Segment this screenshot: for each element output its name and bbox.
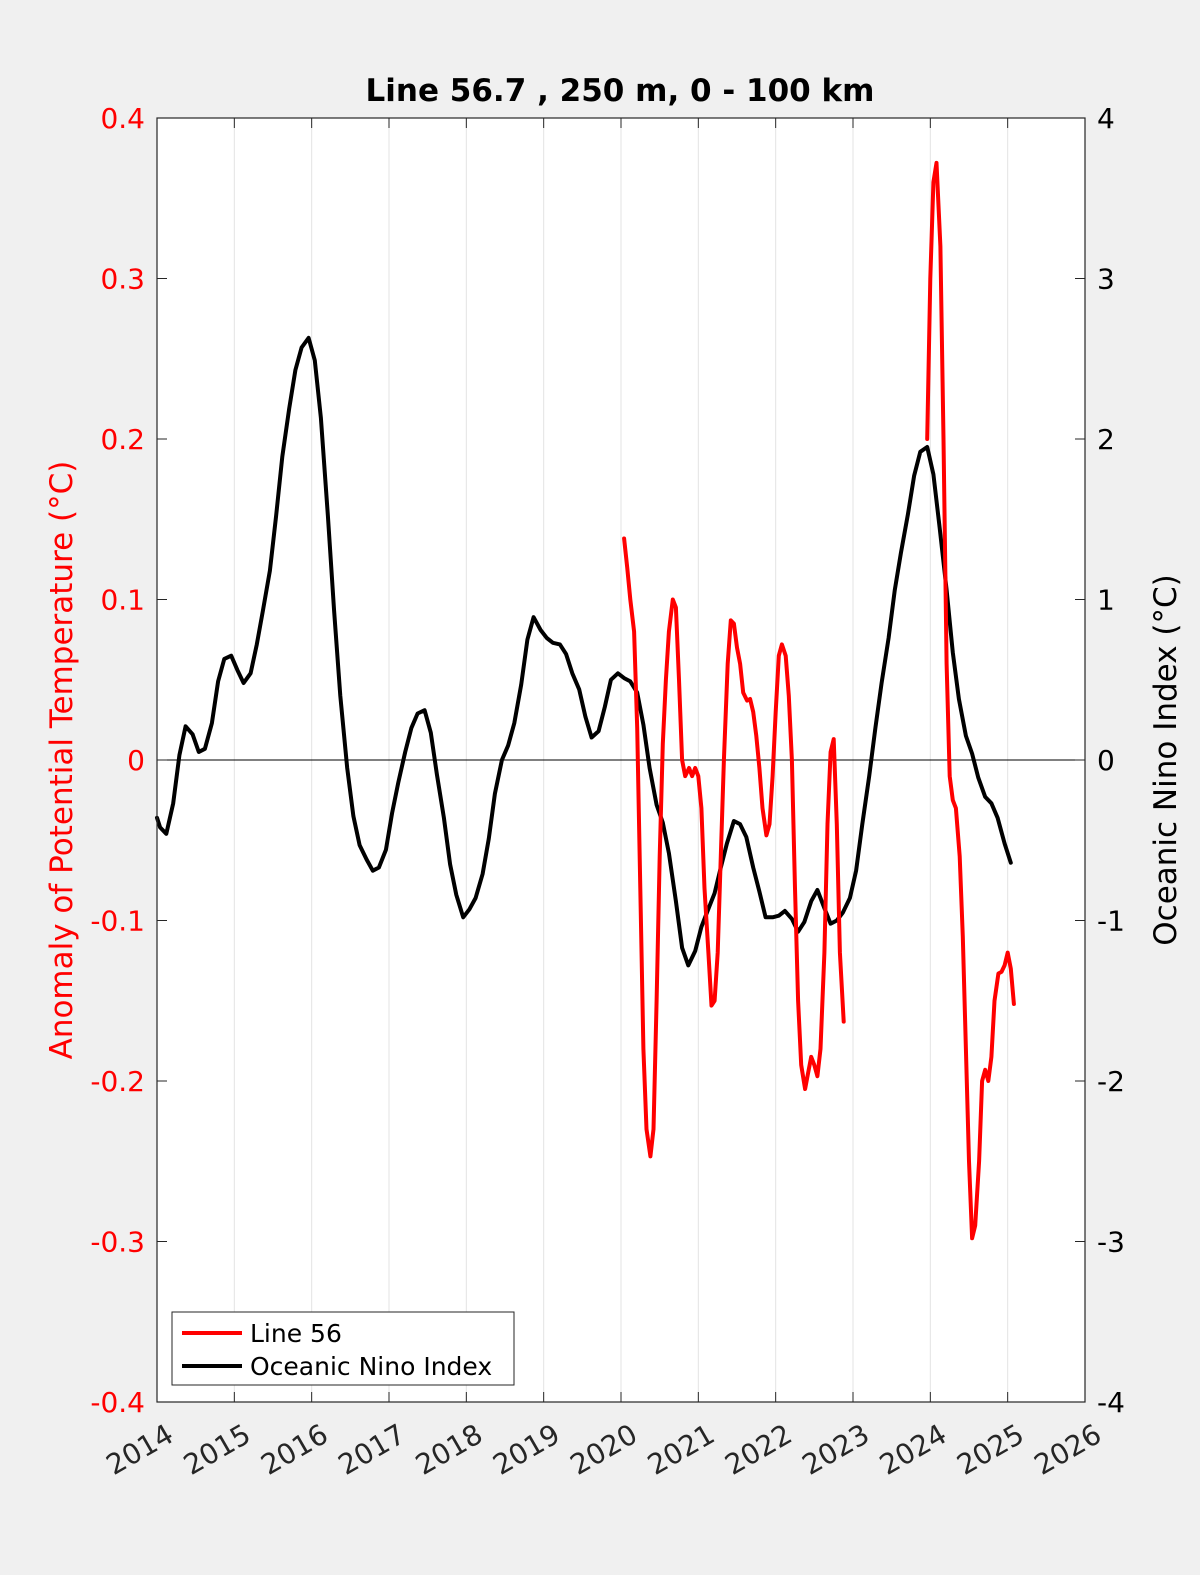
right-tick-label-5: 1 bbox=[1097, 584, 1115, 617]
left-tick-label-1: -0.3 bbox=[90, 1226, 145, 1259]
left-tick-label-0: -0.4 bbox=[90, 1386, 145, 1419]
series-line-oceanic-nino-index-0 bbox=[155, 335, 1013, 968]
right-tick-label-1: -3 bbox=[1097, 1226, 1125, 1259]
right-tick-label-3: -1 bbox=[1097, 905, 1125, 938]
right-tick-label-6: 2 bbox=[1097, 423, 1115, 456]
x-tick-label-2019: 2019 bbox=[487, 1417, 565, 1481]
x-tick-label-2014: 2014 bbox=[101, 1417, 179, 1481]
legend-box bbox=[171, 1311, 515, 1386]
right-tick-label-7: 3 bbox=[1097, 263, 1115, 296]
legend-label-oni: Oceanic Nino Index bbox=[250, 1352, 492, 1381]
series-layer bbox=[155, 160, 1016, 1241]
legend: Line 56 Oceanic Nino Index bbox=[171, 1311, 515, 1386]
x-tick-label-2022: 2022 bbox=[719, 1417, 797, 1481]
x-tick-label-2025: 2025 bbox=[951, 1417, 1029, 1481]
left-axis: -0.4 -0.3 -0.2 -0.1 0 0.1 0.2 0.3 0.4 bbox=[90, 102, 167, 1419]
left-tick-label-3: -0.1 bbox=[90, 905, 145, 938]
x-tick-label-2016: 2016 bbox=[255, 1417, 333, 1481]
left-tick-label-2: -0.2 bbox=[90, 1065, 145, 1098]
x-tick-label-2015: 2015 bbox=[178, 1417, 256, 1481]
x-tick-label-2023: 2023 bbox=[797, 1417, 875, 1481]
right-tick-label-8: 4 bbox=[1097, 102, 1115, 135]
left-tick-label-6: 0.2 bbox=[100, 423, 145, 456]
right-axis-label: Oceanic Nino Index (°C) bbox=[1148, 574, 1184, 945]
left-tick-label-5: 0.1 bbox=[100, 584, 145, 617]
chart-title: Line 56.7 , 250 m, 0 - 100 km bbox=[366, 73, 875, 109]
left-tick-label-4: 0 bbox=[127, 744, 145, 777]
x-tick-label-2021: 2021 bbox=[642, 1417, 720, 1481]
right-tick-label-2: -2 bbox=[1097, 1065, 1125, 1098]
x-tick-label-2026: 2026 bbox=[1029, 1417, 1107, 1481]
left-tick-label-8: 0.4 bbox=[100, 102, 145, 135]
x-tick-label-2020: 2020 bbox=[565, 1417, 643, 1481]
x-tick-label-2017: 2017 bbox=[333, 1417, 411, 1481]
series-line-line-56-1 bbox=[925, 160, 1016, 1241]
right-tick-label-0: -4 bbox=[1097, 1386, 1125, 1419]
x-tick-label-2018: 2018 bbox=[410, 1417, 488, 1481]
left-axis-label: Anomaly of Potential Temperature (°C) bbox=[44, 461, 80, 1060]
right-axis: -4 -3 -2 -1 0 1 2 3 4 bbox=[1075, 102, 1125, 1419]
series-line-line-56-0 bbox=[622, 536, 846, 1159]
right-tick-label-4: 0 bbox=[1097, 744, 1115, 777]
left-tick-label-7: 0.3 bbox=[100, 263, 145, 296]
x-tick-label-2024: 2024 bbox=[874, 1417, 952, 1481]
legend-label-line-56: Line 56 bbox=[250, 1319, 342, 1348]
